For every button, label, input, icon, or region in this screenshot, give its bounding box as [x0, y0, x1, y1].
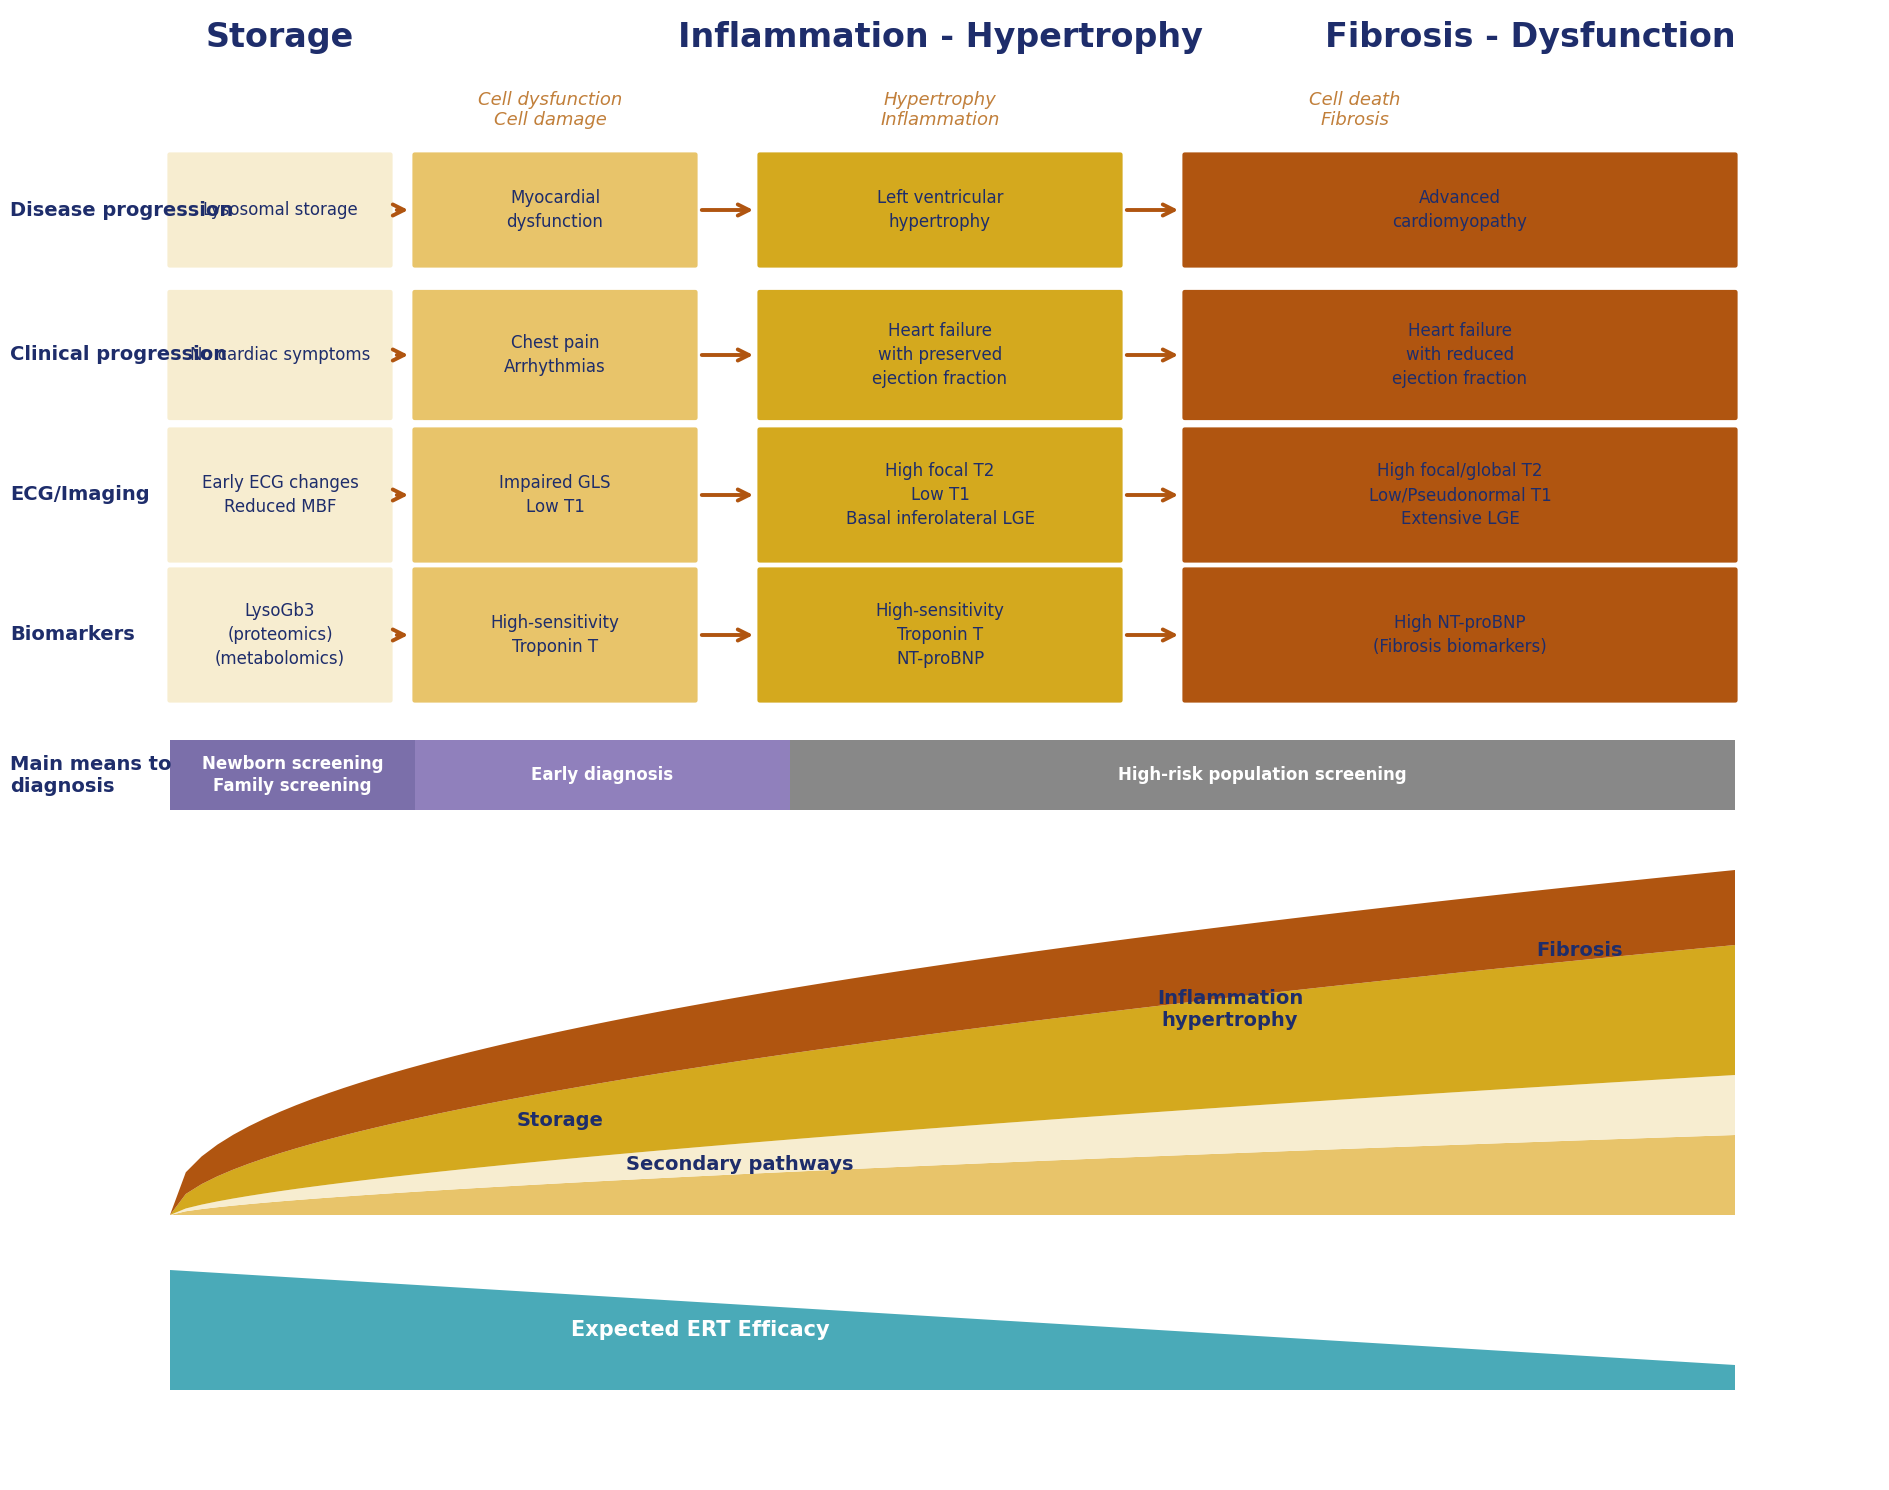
FancyBboxPatch shape	[166, 289, 395, 422]
Text: Main means to
diagnosis: Main means to diagnosis	[9, 754, 172, 796]
Text: High focal T2
Low T1
Basal inferolateral LGE: High focal T2 Low T1 Basal inferolateral…	[846, 462, 1035, 529]
Bar	[416, 741, 790, 811]
Text: High focal/global T2
Low/Pseudonormal T1
Extensive LGE: High focal/global T2 Low/Pseudonormal T1…	[1370, 462, 1551, 529]
Text: ECG/Imaging: ECG/Imaging	[9, 486, 149, 505]
FancyBboxPatch shape	[1181, 289, 1740, 422]
FancyBboxPatch shape	[756, 426, 1124, 565]
Text: Clinical progression: Clinical progression	[9, 346, 227, 365]
Text: Hypertrophy: Hypertrophy	[884, 91, 996, 109]
Text: Myocardial
dysfunction: Myocardial dysfunction	[506, 189, 603, 231]
Text: Heart failure
with preserved
ejection fraction: Heart failure with preserved ejection fr…	[873, 322, 1007, 389]
FancyBboxPatch shape	[756, 150, 1124, 270]
Text: Early ECG changes
Reduced MBF: Early ECG changes Reduced MBF	[202, 474, 359, 516]
FancyBboxPatch shape	[412, 289, 699, 422]
Polygon shape	[170, 870, 1734, 1214]
FancyBboxPatch shape	[166, 426, 395, 565]
Text: Heart failure
with reduced
ejection fraction: Heart failure with reduced ejection frac…	[1392, 322, 1528, 389]
Polygon shape	[170, 1135, 1734, 1214]
Text: Advanced
cardiomyopathy: Advanced cardiomyopathy	[1392, 189, 1528, 231]
Text: Inflammation: Inflammation	[880, 110, 999, 130]
FancyBboxPatch shape	[1181, 150, 1740, 270]
FancyBboxPatch shape	[1181, 426, 1740, 565]
Text: Lysosomal storage: Lysosomal storage	[202, 201, 357, 219]
Text: Cell dysfunction: Cell dysfunction	[478, 91, 621, 109]
Text: High NT-proBNP
(Fibrosis biomarkers): High NT-proBNP (Fibrosis biomarkers)	[1373, 614, 1547, 656]
Text: Secondary pathways: Secondary pathways	[627, 1156, 854, 1174]
Text: Storage: Storage	[206, 21, 353, 55]
Text: Newborn screening
Family screening: Newborn screening Family screening	[202, 755, 383, 796]
FancyBboxPatch shape	[412, 426, 699, 565]
FancyBboxPatch shape	[756, 566, 1124, 703]
FancyBboxPatch shape	[412, 566, 699, 703]
Text: No cardiac symptoms: No cardiac symptoms	[189, 346, 370, 364]
Text: Cell damage: Cell damage	[493, 110, 606, 130]
Text: Fibrosis - Dysfunction: Fibrosis - Dysfunction	[1324, 21, 1736, 55]
Text: High-sensitivity
Troponin T
NT-proBNP: High-sensitivity Troponin T NT-proBNP	[876, 602, 1005, 669]
Bar	[790, 741, 1734, 811]
FancyBboxPatch shape	[166, 150, 395, 270]
Text: Impaired GLS
Low T1: Impaired GLS Low T1	[499, 474, 610, 516]
Text: Cell death: Cell death	[1309, 91, 1400, 109]
Text: Expected ERT Efficacy: Expected ERT Efficacy	[570, 1320, 829, 1340]
Text: High-risk population screening: High-risk population screening	[1118, 766, 1407, 784]
Text: Biomarkers: Biomarkers	[9, 626, 134, 645]
Text: Fibrosis: Fibrosis	[1538, 940, 1623, 960]
Polygon shape	[170, 1074, 1734, 1214]
Text: Fibrosis: Fibrosis	[1320, 110, 1390, 130]
Polygon shape	[170, 1269, 1734, 1390]
Text: Storage: Storage	[516, 1110, 603, 1129]
FancyBboxPatch shape	[166, 566, 395, 703]
Polygon shape	[170, 945, 1734, 1214]
Text: Chest pain
Arrhythmias: Chest pain Arrhythmias	[504, 334, 606, 375]
Text: Inflammation - Hypertrophy: Inflammation - Hypertrophy	[678, 21, 1203, 55]
Text: High-sensitivity
Troponin T: High-sensitivity Troponin T	[491, 614, 620, 656]
FancyBboxPatch shape	[1181, 566, 1740, 703]
Text: Disease progression: Disease progression	[9, 201, 232, 219]
Text: Inflammation
hypertrophy: Inflammation hypertrophy	[1156, 989, 1303, 1031]
Bar	[170, 741, 416, 811]
FancyBboxPatch shape	[756, 289, 1124, 422]
FancyBboxPatch shape	[412, 150, 699, 270]
Text: LysoGb3
(proteomics)
(metabolomics): LysoGb3 (proteomics) (metabolomics)	[215, 602, 346, 669]
Text: Early diagnosis: Early diagnosis	[531, 766, 674, 784]
Text: Left ventricular
hypertrophy: Left ventricular hypertrophy	[876, 189, 1003, 231]
